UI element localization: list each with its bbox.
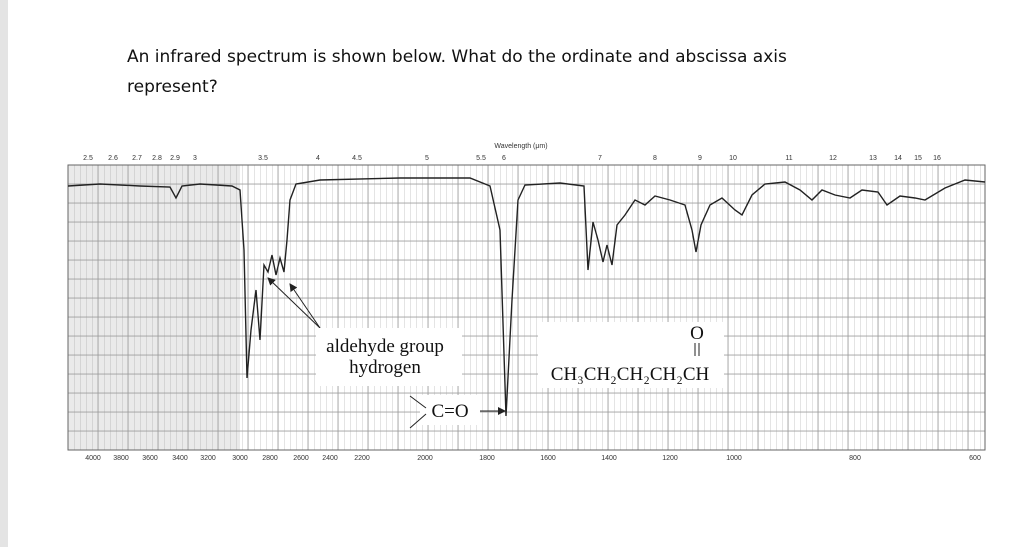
top-tick-label: 16 [933, 155, 941, 162]
label-bg [420, 395, 480, 425]
top-tick-label: 12 [829, 155, 837, 162]
grid [68, 165, 985, 450]
top-tick-label: 15 [914, 155, 922, 162]
top-tick-label: 4 [316, 155, 320, 162]
label-bg [316, 328, 462, 386]
question-line: represent? [127, 77, 218, 97]
bottom-tick-label: 2400 [322, 455, 338, 462]
axis-title: Wavelength (μm) [494, 143, 547, 150]
bottom-tick-label: 1400 [601, 455, 617, 462]
formula: CH₃CH₂CH₂CH₂CH [551, 364, 710, 385]
frame [67, 164, 986, 451]
top-tick-label: 14 [894, 155, 902, 162]
annotation: aldehyde group [326, 336, 444, 357]
bottom-tick-label: 3200 [200, 455, 216, 462]
annotation: C=O [431, 401, 468, 422]
bottom-tick-label: 1600 [540, 455, 556, 462]
bottom-tick-label: 4000 [85, 455, 101, 462]
bottom-tick-label: 1200 [662, 455, 678, 462]
bottom-tick-label: 3400 [172, 455, 188, 462]
top-tick-label: 3 [193, 155, 197, 162]
label-bg [538, 322, 724, 388]
top-tick-label: 9 [698, 155, 702, 162]
top-tick-label: 5.5 [476, 155, 486, 162]
grid-dense [68, 165, 240, 450]
formula-oxygen: O [690, 323, 704, 344]
bottom-tick-label: 3000 [232, 455, 248, 462]
top-tick-label: 10 [729, 155, 737, 162]
bottom-tick-label: 1000 [726, 455, 742, 462]
major-grid [67, 164, 985, 451]
top-tick-label: 11 [785, 155, 792, 162]
top-tick-label: 2.9 [170, 155, 180, 162]
double-bond [694, 343, 700, 356]
top-tick-label: 2.5 [83, 155, 93, 162]
bottom-tick-label: 3600 [142, 455, 158, 462]
left-strip [0, 0, 8, 547]
top-tick-label: 2.6 [108, 155, 118, 162]
bottom-tick-label: 1800 [479, 455, 495, 462]
arrow [267, 277, 321, 329]
question-line: An infrared spectrum is shown below. Wha… [127, 47, 787, 67]
top-tick-label: 7 [598, 155, 602, 162]
bond [409, 395, 427, 429]
bottom-tick-label: 800 [849, 455, 861, 462]
bottom-tick-label: 2800 [262, 455, 278, 462]
top-tick-label: 4.5 [352, 155, 362, 162]
top-tick-label: 6 [502, 155, 506, 162]
annotation: hydrogen [349, 357, 421, 378]
top-tick-label: 3.5 [258, 155, 268, 162]
bottom-tick-label: 600 [969, 455, 981, 462]
spectrum: Wavelength (μm) 2.5 2.6 2.7 2.8 2.9 3 3.5 4 4.5 5… [67, 143, 986, 462]
tick-labels: 2.5 2.6 2.7 2.8 2.9 3 3.5 4 4.5 5 5.5 6 7 8 9 10 11 12 13 1… [83, 155, 981, 462]
top-tick-label: 2.8 [152, 155, 162, 162]
top-tick-label: 13 [869, 155, 877, 162]
spectrum-curve [67, 177, 986, 417]
top-tick-label: 2.7 [132, 155, 142, 162]
top-tick-label: 5 [425, 155, 429, 162]
bottom-tick-label: 2000 [417, 455, 433, 462]
bottom-tick-label: 3800 [113, 455, 129, 462]
top-tick-label: 8 [653, 155, 657, 162]
arrow [289, 283, 321, 329]
bottom-tick-label: 2200 [354, 455, 370, 462]
bottom-tick-label: 2600 [293, 455, 309, 462]
